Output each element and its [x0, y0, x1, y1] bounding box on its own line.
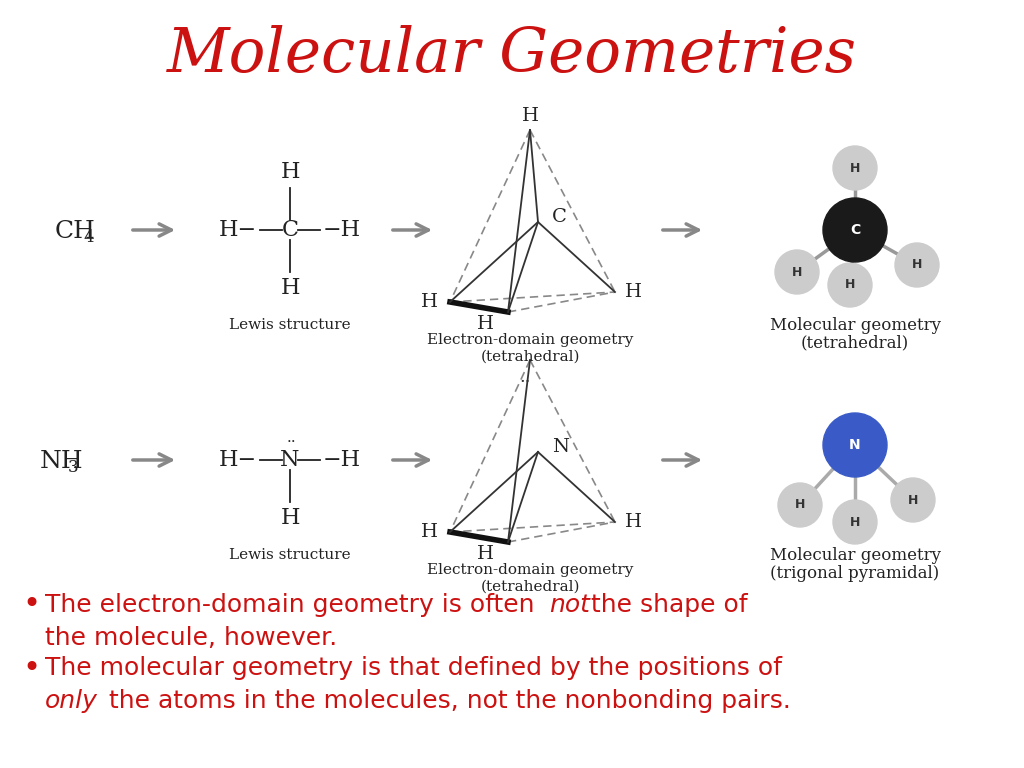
Text: (trigonal pyramidal): (trigonal pyramidal): [770, 564, 940, 581]
Text: H−: H−: [219, 449, 257, 471]
Text: The electron-domain geometry is often: The electron-domain geometry is often: [45, 593, 543, 617]
Text: 3: 3: [68, 459, 79, 476]
Text: −H: −H: [323, 219, 361, 241]
Text: H: H: [281, 507, 300, 529]
Text: H−: H−: [219, 219, 257, 241]
Text: H: H: [421, 293, 438, 311]
Text: ··: ··: [519, 373, 530, 391]
Text: the shape of: the shape of: [583, 593, 748, 617]
Text: NH: NH: [40, 451, 84, 474]
Text: •: •: [22, 591, 40, 620]
Text: the molecule, however.: the molecule, however.: [45, 626, 337, 650]
Text: H: H: [477, 545, 494, 563]
Circle shape: [891, 478, 935, 522]
Text: •: •: [22, 654, 40, 683]
Text: H: H: [477, 315, 494, 333]
Text: Molecular geometry: Molecular geometry: [769, 316, 940, 333]
Text: H: H: [281, 277, 300, 299]
Text: H: H: [850, 161, 860, 174]
Text: only: only: [45, 689, 98, 713]
Text: (tetrahedral): (tetrahedral): [480, 580, 580, 594]
Text: N: N: [849, 438, 861, 452]
Text: Molecular geometry: Molecular geometry: [769, 547, 940, 564]
Text: H: H: [911, 259, 923, 272]
Text: C: C: [282, 219, 299, 241]
Circle shape: [828, 263, 872, 307]
Text: the atoms in the molecules, not the nonbonding pairs.: the atoms in the molecules, not the nonb…: [101, 689, 791, 713]
Text: H: H: [421, 523, 438, 541]
Text: Electron-domain geometry: Electron-domain geometry: [427, 333, 633, 347]
Text: Lewis structure: Lewis structure: [229, 548, 351, 562]
Text: H: H: [281, 161, 300, 183]
Circle shape: [833, 146, 877, 190]
Text: H: H: [850, 515, 860, 528]
Circle shape: [823, 198, 887, 262]
Circle shape: [775, 250, 819, 294]
Text: (tetrahedral): (tetrahedral): [801, 335, 909, 352]
Text: The molecular geometry is that defined by the positions of: The molecular geometry is that defined b…: [45, 656, 782, 680]
Text: Electron-domain geometry: Electron-domain geometry: [427, 563, 633, 577]
Text: C: C: [850, 223, 860, 237]
Circle shape: [895, 243, 939, 287]
Text: not: not: [549, 593, 590, 617]
Text: C: C: [552, 208, 567, 226]
Text: N: N: [552, 438, 569, 456]
Text: H: H: [521, 107, 539, 125]
Text: N: N: [281, 449, 300, 471]
Text: Molecular Geometries: Molecular Geometries: [167, 25, 857, 85]
Text: H: H: [908, 494, 919, 507]
Circle shape: [823, 413, 887, 477]
Text: ··: ··: [286, 435, 296, 449]
Text: H: H: [625, 283, 642, 301]
Text: H: H: [845, 279, 855, 292]
Text: −H: −H: [323, 449, 361, 471]
Text: 4: 4: [83, 230, 93, 247]
Text: Lewis structure: Lewis structure: [229, 318, 351, 332]
Text: H: H: [792, 266, 802, 279]
Text: H: H: [795, 498, 805, 511]
Text: (tetrahedral): (tetrahedral): [480, 350, 580, 364]
Text: H: H: [625, 513, 642, 531]
Circle shape: [778, 483, 822, 527]
Text: CH: CH: [55, 220, 96, 243]
Circle shape: [833, 500, 877, 544]
